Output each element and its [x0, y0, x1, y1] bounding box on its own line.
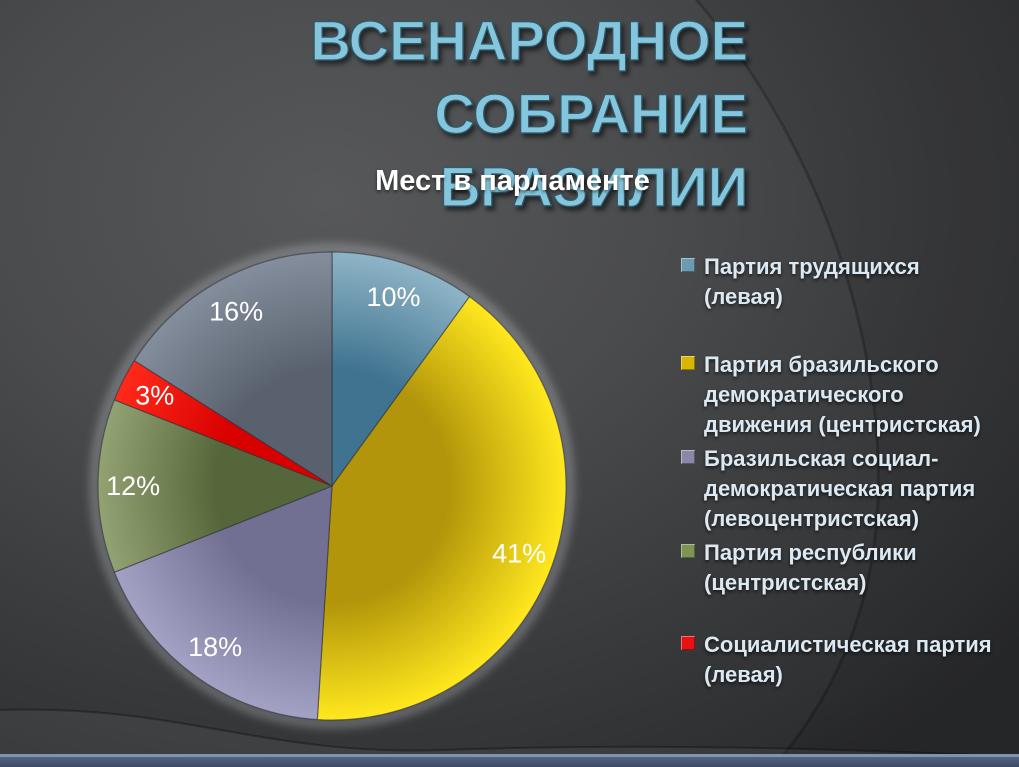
chart-legend: Партия трудящихся (левая) Партия бразиль…: [681, 252, 999, 694]
legend-marker-icon: [681, 450, 695, 464]
slide-title: ВСЕНАРОДНОЕ СОБРАНИЕ БРАЗИЛИИ: [6, 4, 749, 223]
background-bottom-swoosh-edge: [0, 708, 1019, 758]
legend-marker-icon: [681, 636, 695, 650]
pie-slice-label: 18%: [188, 632, 242, 662]
bottom-accent-bar: [0, 757, 1019, 767]
pie-glow: [91, 245, 573, 727]
pie-slice: [97, 399, 334, 573]
chart-title: Мест в парламенте: [375, 165, 650, 197]
legend-marker-icon: [681, 356, 695, 370]
background-right-curve-line: [694, 0, 880, 767]
legend-entry: Партия бразильского демократического дви…: [681, 350, 999, 440]
pie-slice-label: 12%: [106, 471, 160, 501]
legend-entry: Социалистическая партия (левая): [681, 630, 999, 690]
slide-title-line1: ВСЕНАРОДНОЕ СОБРАНИЕ: [310, 8, 749, 145]
legend-marker-icon: [681, 258, 695, 272]
legend-entry: Партия трудящихся (левая): [681, 252, 999, 312]
legend-marker-icon: [681, 544, 695, 558]
background-right-curve-fill: [696, 0, 1019, 767]
pie-slice-label: 10%: [366, 282, 420, 312]
legend-entry: Партия республики (центристская): [681, 538, 999, 598]
pie-slice-label: 41%: [492, 538, 546, 568]
bottom-accent-line: [0, 754, 1019, 757]
pie-slice: [316, 295, 567, 721]
legend-label: Партия трудящихся (левая): [704, 254, 920, 309]
slide-title-line2: БРАЗИЛИИ: [439, 154, 749, 218]
background-bottom-swoosh: [0, 709, 1019, 767]
pie-slice: [133, 251, 333, 488]
legend-label: Бразильская социал-демократическая парти…: [704, 446, 976, 531]
pie-slice: [331, 251, 471, 488]
legend-label: Партия республики (центристская): [704, 540, 917, 595]
pie-slice: [113, 485, 333, 721]
pie-slice-label: 3%: [135, 381, 174, 411]
legend-entry: Бразильская социал-демократическая парти…: [681, 444, 999, 534]
pie-slice-label: 16%: [209, 297, 263, 327]
legend-label: Социалистическая партия (левая): [704, 632, 992, 687]
legend-label: Партия бразильского демократического дви…: [704, 352, 981, 437]
